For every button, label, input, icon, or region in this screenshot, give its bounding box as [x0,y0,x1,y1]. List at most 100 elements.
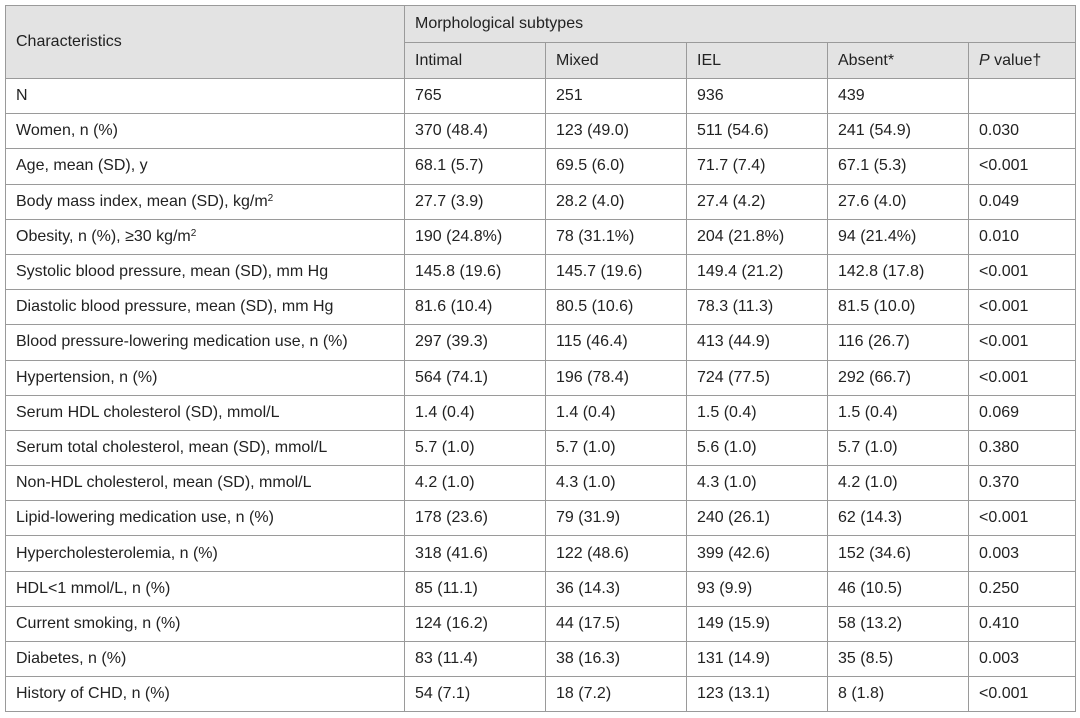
cell-mixed: 5.7 (1.0) [545,429,687,467]
cell-absent: 58 (13.2) [827,605,969,643]
cell-iel: 240 (26.1) [686,500,828,537]
cell-intimal: 370 (48.4) [404,113,546,150]
cell-intimal: 4.2 (1.0) [404,465,546,502]
p-value-letter: P [979,51,990,69]
cell-characteristic: Serum total cholesterol, mean (SD), mmol… [5,429,405,467]
cell-intimal: 1.4 (0.4) [404,394,546,431]
table-row: Diastolic blood pressure, mean (SD), mm … [5,289,1077,326]
cell-mixed: 251 [545,77,687,115]
cell-characteristic: Blood pressure-lowering medication use, … [5,324,405,361]
cell-characteristic: Lipid-lowering medication use, n (%) [5,500,405,537]
cell-iel: 204 (21.8%) [686,218,828,255]
table-header-row-top: Characteristics Morphological subtypes [5,5,1077,79]
column-header-absent: Absent* [827,42,969,79]
characteristic-label: Diabetes, n (%) [16,650,127,668]
cell-intimal: 5.7 (1.0) [404,429,546,467]
cell-intimal: 124 (16.2) [404,605,546,643]
cell-iel: 724 (77.5) [686,359,828,396]
cell-intimal: 68.1 (5.7) [404,148,546,185]
cell-p-value [967,77,1077,115]
column-header-p-value: P value† [967,42,1077,79]
cell-absent: 35 (8.5) [827,640,969,678]
cell-characteristic: Diastolic blood pressure, mean (SD), mm … [5,289,405,326]
cell-p-value: 0.003 [967,640,1077,678]
characteristic-label: Age, mean (SD), y [16,157,148,175]
cell-mixed: 69.5 (6.0) [545,148,687,185]
cell-iel: 5.6 (1.0) [686,429,828,467]
cell-intimal: 54 (7.1) [404,676,546,713]
characteristic-label: Hypertension, n (%) [16,368,158,386]
cell-characteristic: Women, n (%) [5,113,405,150]
cell-absent: 5.7 (1.0) [827,429,969,467]
cell-absent: 81.5 (10.0) [827,289,969,326]
cell-iel: 1.5 (0.4) [686,394,828,431]
table-row: Hypercholesterolemia, n (%) 318 (41.6) 122… [5,535,1077,572]
characteristic-label: Blood pressure-lowering medication use, … [16,333,348,351]
cell-characteristic: Current smoking, n (%) [5,605,405,643]
table-header-row: Intimal Mixed IEL Absent* P value† [6,42,1077,79]
cell-characteristic: N [5,77,405,115]
cell-p-value: <0.001 [967,289,1077,326]
cell-intimal: 564 (74.1) [404,359,546,396]
characteristic-label: Serum total cholesterol, mean (SD), mmol… [16,438,328,456]
group-header-morphological-subtypes: Morphological subtypes [403,5,1077,43]
column-header-mixed: Mixed [545,42,687,79]
table-row: HDL<1 mmol/L, n (%) 85 (11.1) 36 (14.3) 93 … [5,570,1077,607]
cell-iel: 78.3 (11.3) [686,289,828,326]
cell-mixed: 145.7 (19.6) [545,253,687,291]
cell-intimal: 765 [404,77,546,115]
table-row: Body mass index, mean (SD), kg/m2 27.7 (3… [5,183,1077,220]
table-row: Blood pressure-lowering medication use, … [5,324,1077,361]
cell-p-value: <0.001 [967,676,1077,713]
cell-p-value: 0.410 [967,605,1077,643]
cell-mixed: 36 (14.3) [545,570,687,607]
cell-mixed: 123 (49.0) [545,113,687,150]
cell-mixed: 115 (46.4) [545,324,687,361]
cell-intimal: 83 (11.4) [404,640,546,678]
cell-absent: 1.5 (0.4) [827,394,969,431]
cell-absent: 152 (34.6) [827,535,969,572]
table-body: N 765 251 936 439 Women, n (%) 370 (48.4) 123 (… [5,77,1077,713]
cell-p-value: 0.370 [967,465,1077,502]
cell-absent: 67.1 (5.3) [827,148,969,185]
cell-mixed: 78 (31.1%) [545,218,687,255]
cell-intimal: 85 (11.1) [404,570,546,607]
cell-iel: 149.4 (21.2) [686,253,828,291]
cell-mixed: 122 (48.6) [545,535,687,572]
cell-iel: 149 (15.9) [686,605,828,643]
table-row: Current smoking, n (%) 124 (16.2) 44 (17.5… [5,605,1077,643]
characteristic-label: Obesity, n (%), ≥30 kg/m [16,227,191,245]
cell-mixed: 1.4 (0.4) [545,394,687,431]
characteristic-label: Systolic blood pressure, mean (SD), mm H… [16,263,329,281]
cell-absent: 292 (66.7) [827,359,969,396]
cell-characteristic: Hypertension, n (%) [5,359,405,396]
cell-p-value: <0.001 [967,359,1077,396]
cell-intimal: 27.7 (3.9) [404,183,546,220]
cell-mixed: 44 (17.5) [545,605,687,643]
cell-absent: 142.8 (17.8) [827,253,969,291]
cell-absent: 439 [827,77,969,115]
cell-characteristic: Hypercholesterolemia, n (%) [5,535,405,572]
cell-mixed: 18 (7.2) [545,676,687,713]
column-header-iel: IEL [686,42,828,79]
table-row: Women, n (%) 370 (48.4) 123 (49.0) 511 (54.… [5,113,1077,150]
table-row: Non-HDL cholesterol, mean (SD), mmol/L 4.… [5,465,1077,502]
cell-mixed: 79 (31.9) [545,500,687,537]
characteristic-label: HDL<1 mmol/L, n (%) [16,579,171,597]
cell-mixed: 28.2 (4.0) [545,183,687,220]
cell-p-value: 0.003 [967,535,1077,572]
cell-p-value: <0.001 [967,253,1077,291]
characteristic-superscript: 2 [190,227,197,239]
cell-absent: 116 (26.7) [827,324,969,361]
cell-intimal: 297 (39.3) [404,324,546,361]
cell-characteristic: Systolic blood pressure, mean (SD), mm H… [5,253,405,291]
cell-absent: 241 (54.9) [827,113,969,150]
cell-p-value: 0.030 [967,113,1077,150]
cell-absent: 27.6 (4.0) [827,183,969,220]
column-header-characteristics: Characteristics [5,5,405,79]
cell-mixed: 80.5 (10.6) [545,289,687,326]
cell-absent: 62 (14.3) [827,500,969,537]
characteristic-label: Body mass index, mean (SD), kg/m [16,192,268,210]
table-row: Diabetes, n (%) 83 (11.4) 38 (16.3) 131 (14… [5,640,1077,678]
characteristics-table: Characteristics Morphological subtypes I… [5,5,1077,713]
